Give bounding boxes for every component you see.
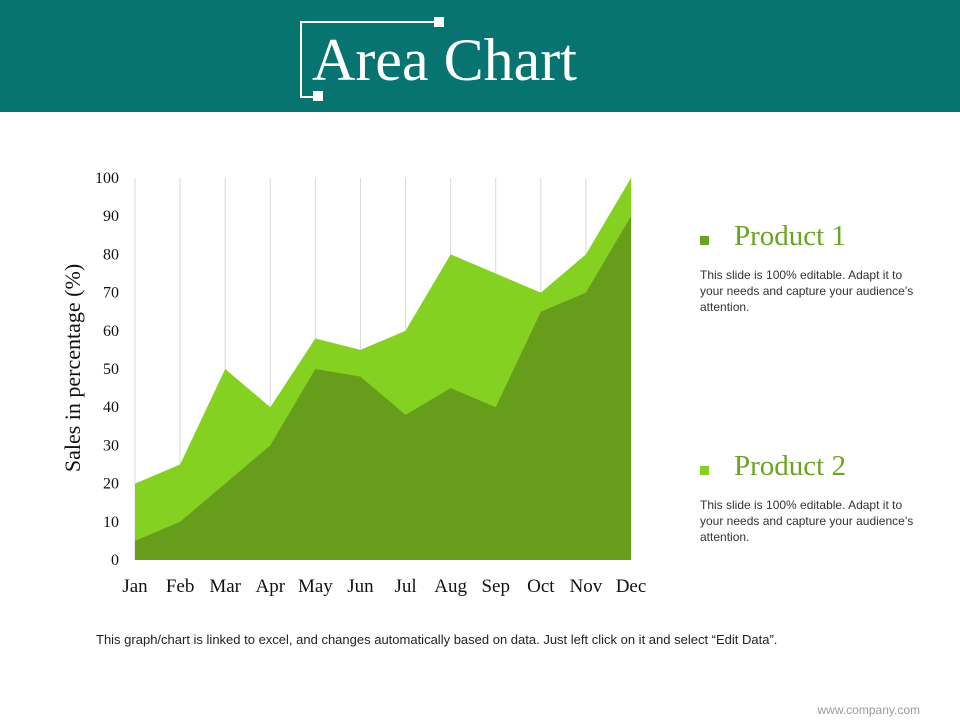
y-tick-label: 10	[103, 514, 119, 531]
x-tick-label: Jun	[347, 576, 374, 597]
y-tick-label: 40	[103, 399, 119, 416]
legend-bullet-icon	[700, 236, 709, 245]
x-tick-label: Dec	[616, 576, 647, 597]
legend-name: Product 2	[734, 450, 846, 482]
title-frame-decoration	[300, 21, 440, 98]
x-tick-label: Sep	[481, 576, 510, 597]
x-tick-label: Jul	[394, 576, 416, 597]
y-tick-label: 70	[103, 285, 119, 302]
y-tick-label: 90	[103, 208, 119, 225]
y-tick-label: 60	[103, 323, 119, 340]
x-tick-label: Jan	[122, 576, 148, 597]
x-tick-label: May	[298, 576, 333, 597]
y-tick-label: 30	[103, 437, 119, 454]
footnote: This graph/chart is linked to excel, and…	[96, 632, 778, 647]
x-tick-label: Apr	[255, 576, 285, 597]
header-bar	[0, 0, 960, 112]
x-tick-label: Feb	[166, 576, 195, 597]
frame-corner-square	[313, 91, 323, 101]
y-tick-label: 20	[103, 476, 119, 493]
y-tick-label: 80	[103, 246, 119, 263]
legend-description: This slide is 100% editable. Adapt it to…	[700, 498, 914, 544]
area-series-product-1	[135, 216, 631, 560]
y-tick-label: 0	[111, 552, 119, 569]
y-tick-label: 50	[103, 361, 119, 378]
y-axis-label: Sales in percentage (%)	[60, 263, 85, 473]
legend-name: Product 1	[734, 220, 846, 252]
y-tick-label: 100	[95, 170, 119, 187]
area-chart: 0 10 20 30 40 50 60 70 80 90 100 Jan Feb Mar Apr May Jun…	[95, 170, 647, 597]
page-title: Area Chart	[312, 27, 577, 93]
x-tick-label: Oct	[527, 576, 555, 597]
x-tick-label: Aug	[434, 576, 467, 597]
x-tick-label: Mar	[209, 576, 241, 597]
x-tick-label: Nov	[570, 576, 603, 597]
legend-description: This slide is 100% editable. Adapt it to…	[700, 268, 914, 314]
frame-corner-square	[434, 17, 444, 27]
legend-bullet-icon	[700, 466, 709, 475]
website-url: www.company.com	[817, 703, 920, 717]
